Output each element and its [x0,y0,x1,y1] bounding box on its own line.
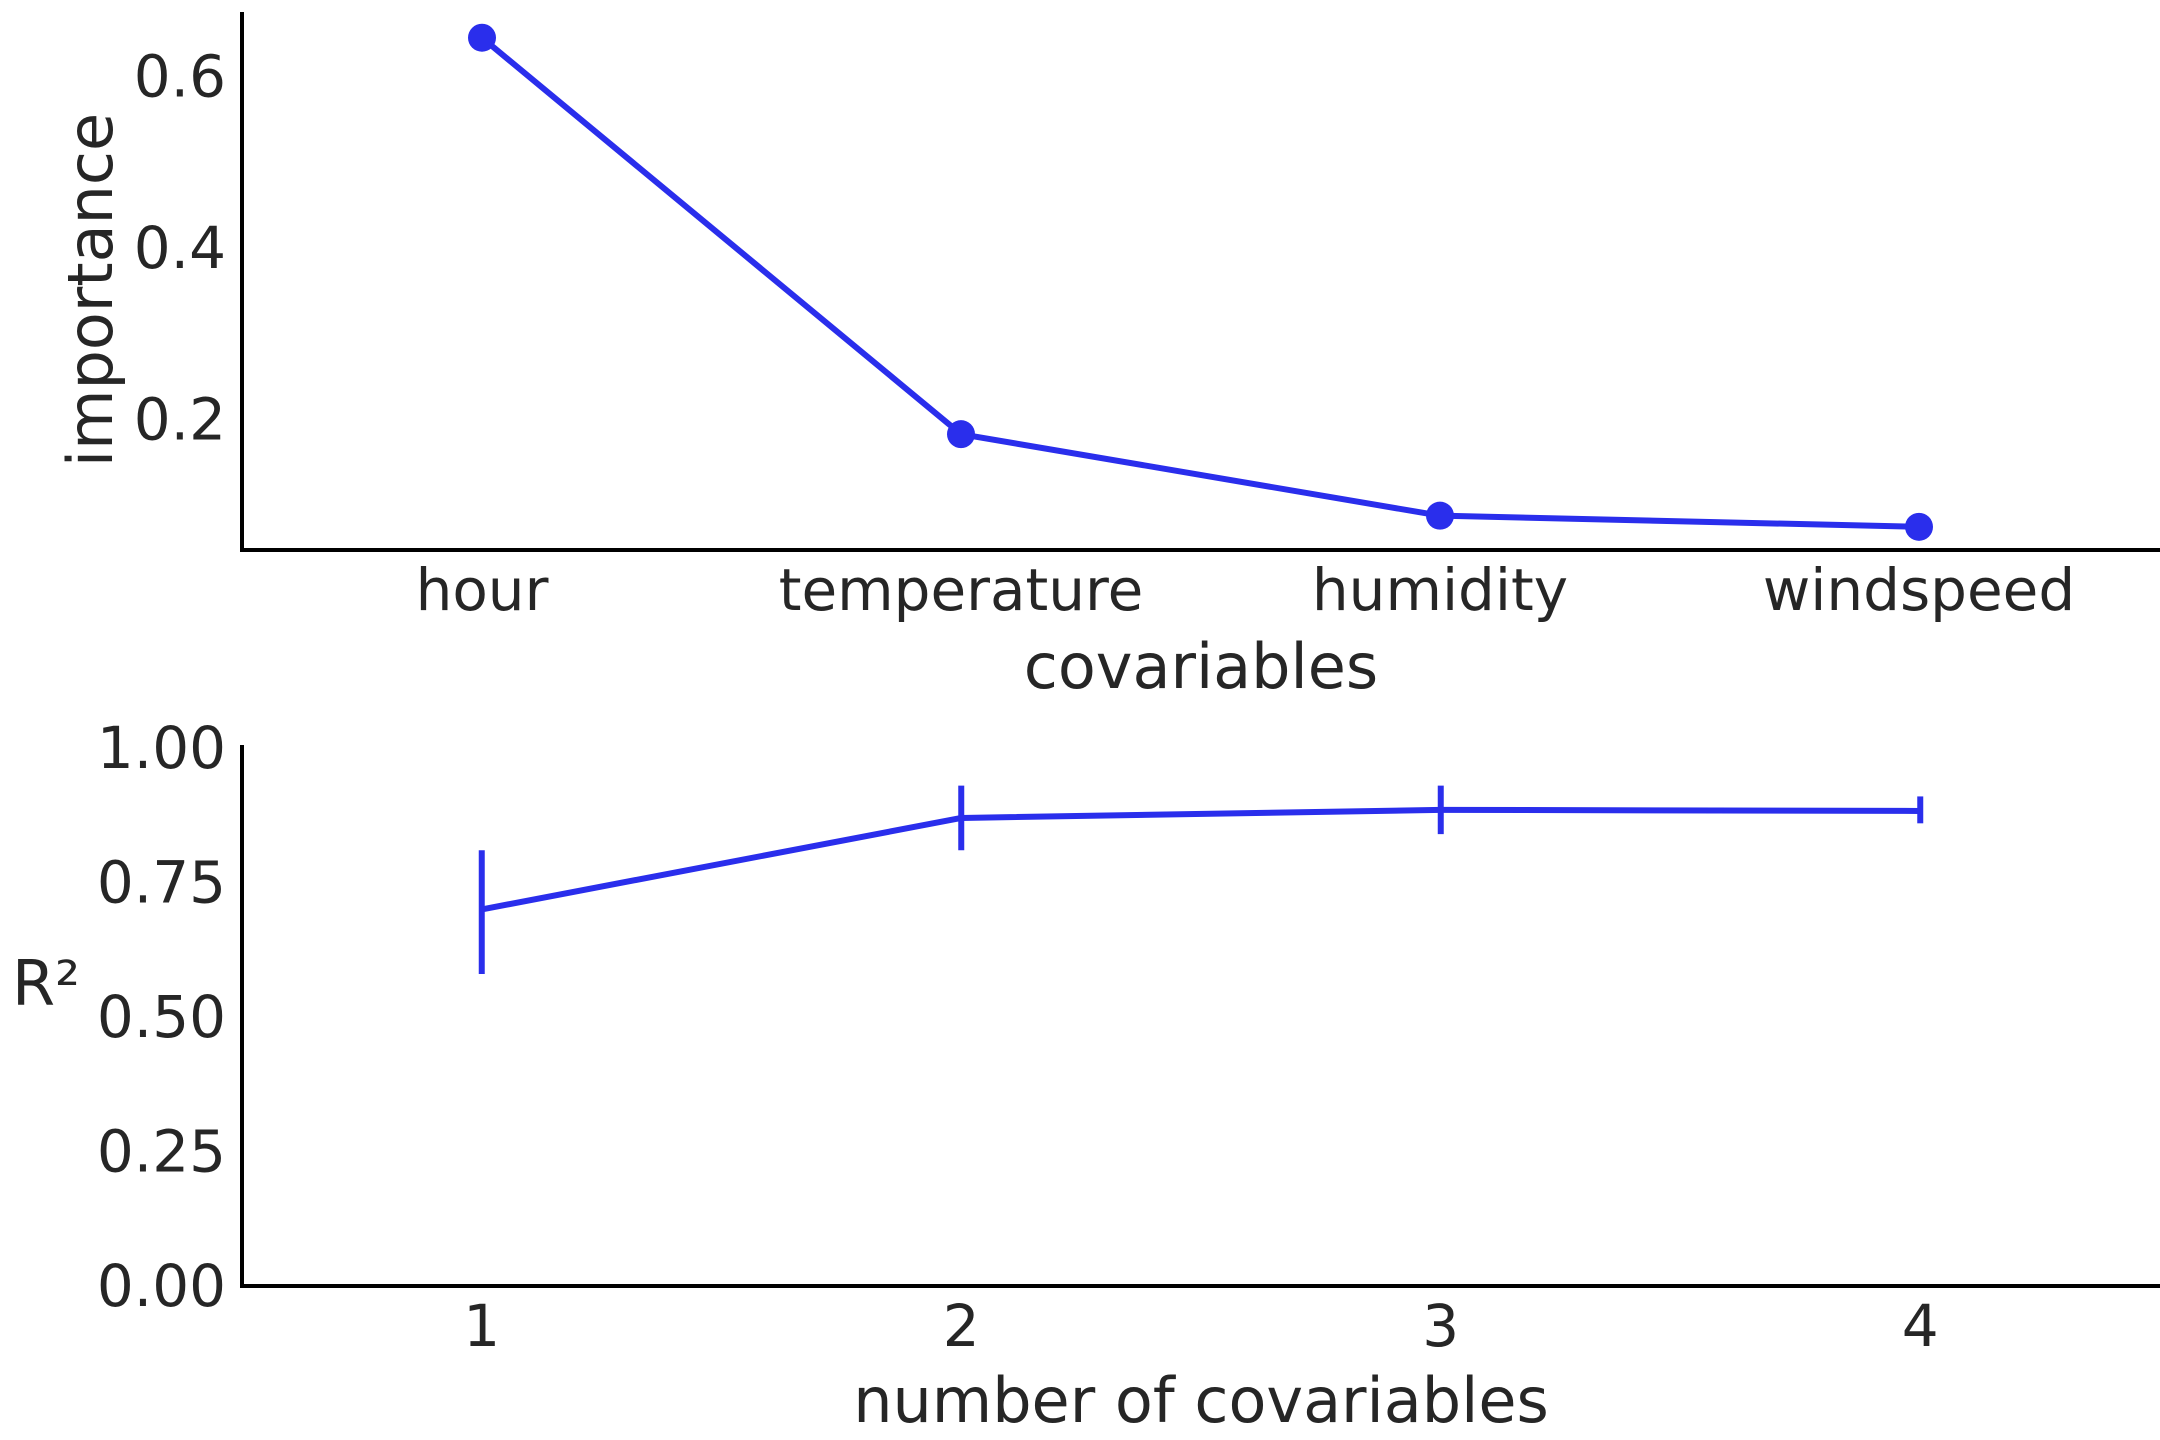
r2-x-axis-label: number of covariables [853,1364,1549,1437]
r2-y-tick-label: 0.75 [97,849,226,917]
importance-y-tick-label: 0.6 [134,42,226,110]
importance-x-tick-label: windspeed [1763,556,2075,624]
r2-panel: 0.00 0.25 0.50 0.75 1.00 1 2 3 4 number of cova… [12,714,2160,1437]
r2-x-ticks: 1 2 3 4 [463,1292,1938,1360]
importance-point [947,420,975,449]
importance-y-tick-label: 0.4 [134,214,226,282]
r2-x-tick-label: 4 [1902,1292,1939,1360]
r2-y-axis-label: R² [12,947,80,1020]
r2-y-ticks: 0.00 0.25 0.50 0.75 1.00 [97,714,226,1320]
importance-x-ticks: hour temperature humidity windspeed [416,556,2076,624]
importance-y-axis-label: importance [54,113,127,467]
importance-point [468,23,496,52]
importance-x-tick-label: hour [416,556,549,624]
r2-x-tick-label: 3 [1422,1292,1459,1360]
r2-y-tick-label: 0.25 [97,1118,226,1186]
r2-line [481,806,1921,913]
r2-y-tick-label: 0.00 [97,1252,226,1320]
importance-y-tick-label: 0.2 [134,386,226,454]
r2-x-tick-label: 1 [463,1292,500,1360]
r2-series [478,785,1924,974]
importance-point [1426,501,1454,530]
r2-x-tick-label: 2 [943,1292,980,1360]
importance-point [1905,512,1933,541]
importance-x-tick-label: temperature [779,556,1144,624]
importance-line [480,35,1920,530]
importance-y-ticks: 0.2 0.4 0.6 [134,42,226,453]
importance-panel: 0.2 0.4 0.6 hour temperature humidity windspe… [54,12,2160,703]
r2-y-tick-label: 1.00 [97,714,226,782]
importance-x-axis-label: covariables [1024,630,1378,703]
importance-x-tick-label: humidity [1312,556,1568,624]
importance-series [468,23,1933,541]
r2-y-tick-label: 0.50 [97,983,226,1051]
